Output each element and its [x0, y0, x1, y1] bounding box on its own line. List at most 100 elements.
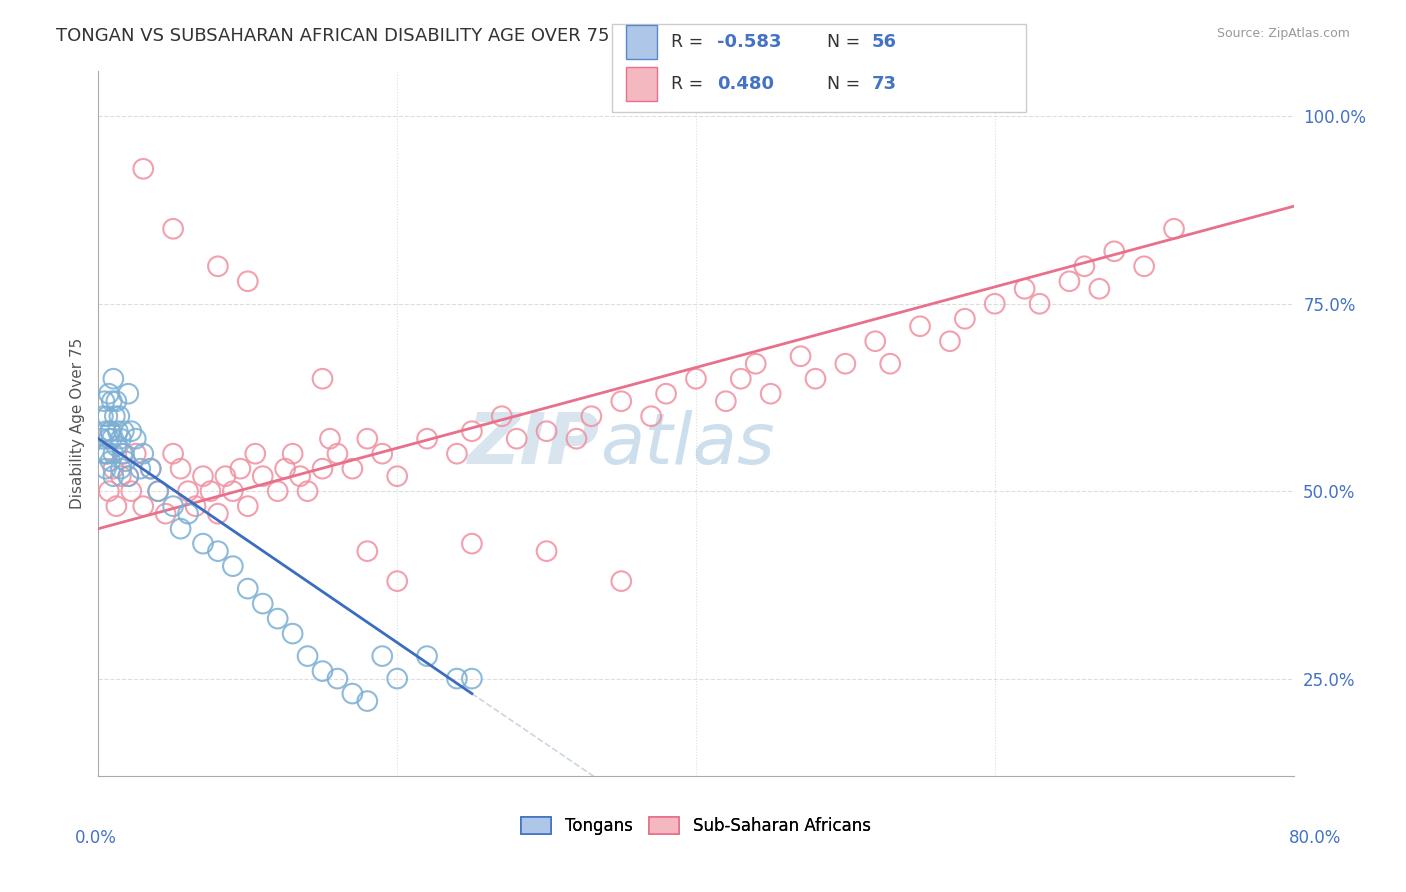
Point — [94, 461, 117, 475]
Text: 0.480: 0.480 — [717, 75, 775, 94]
Point — [148, 484, 170, 499]
Point — [311, 664, 333, 678]
Point — [169, 522, 191, 536]
Point — [326, 672, 349, 686]
Point — [342, 461, 364, 475]
Legend: Tongans, Sub-Saharan Africans: Tongans, Sub-Saharan Africans — [515, 810, 877, 842]
Point — [461, 424, 484, 438]
Point — [105, 394, 128, 409]
Text: 0.0%: 0.0% — [75, 829, 117, 847]
Point — [229, 461, 252, 475]
Point — [610, 394, 633, 409]
Text: 73: 73 — [872, 75, 897, 94]
Point — [96, 409, 118, 424]
Point — [101, 394, 124, 409]
Point — [267, 612, 290, 626]
Point — [104, 409, 127, 424]
Text: 56: 56 — [872, 33, 897, 52]
Y-axis label: Disability Age Over 75: Disability Age Over 75 — [69, 338, 84, 509]
Point — [865, 334, 887, 349]
Point — [117, 469, 139, 483]
Point — [953, 311, 976, 326]
Point — [110, 461, 132, 475]
Text: Source: ZipAtlas.com: Source: ZipAtlas.com — [1216, 27, 1350, 40]
Point — [162, 221, 184, 235]
Point — [536, 544, 558, 558]
Point — [139, 461, 162, 475]
Point — [252, 597, 274, 611]
Point — [640, 409, 662, 424]
Point — [139, 461, 162, 475]
Point — [222, 484, 245, 499]
Text: N =: N = — [827, 75, 866, 94]
Point — [222, 559, 245, 574]
Point — [110, 432, 132, 446]
Point — [107, 424, 129, 438]
Point — [184, 499, 207, 513]
Point — [162, 499, 184, 513]
Point — [461, 536, 484, 550]
Point — [326, 447, 349, 461]
Point — [94, 424, 117, 438]
Point — [132, 161, 155, 176]
Point — [685, 372, 707, 386]
Point — [714, 394, 737, 409]
Point — [103, 461, 125, 475]
Point — [371, 649, 394, 664]
Point — [117, 386, 139, 401]
Point — [385, 672, 409, 686]
Point — [789, 349, 811, 363]
Point — [1163, 221, 1185, 235]
Point — [207, 544, 229, 558]
Point — [236, 582, 259, 596]
Point — [101, 432, 124, 446]
Point — [125, 447, 148, 461]
Point — [371, 447, 394, 461]
Point — [610, 574, 633, 588]
Point — [103, 469, 125, 483]
Point — [297, 484, 319, 499]
Point — [288, 469, 311, 483]
Point — [93, 394, 115, 409]
Point — [207, 260, 229, 274]
Point — [105, 439, 128, 453]
Point — [274, 461, 297, 475]
Point — [446, 672, 468, 686]
Point — [1073, 260, 1095, 274]
Point — [281, 626, 304, 640]
Point — [112, 424, 135, 438]
Text: 80.0%: 80.0% — [1288, 829, 1341, 847]
Point — [132, 447, 155, 461]
Point — [252, 469, 274, 483]
Point — [108, 409, 131, 424]
Point — [1104, 244, 1126, 259]
Point — [94, 447, 117, 461]
Point — [114, 454, 136, 468]
Point — [565, 432, 588, 446]
Point — [311, 372, 333, 386]
Point — [416, 432, 439, 446]
Point — [267, 484, 290, 499]
Text: atlas: atlas — [600, 410, 775, 479]
Point — [236, 274, 259, 288]
Point — [98, 454, 122, 468]
Point — [730, 372, 752, 386]
Point — [745, 357, 768, 371]
Point — [461, 672, 484, 686]
Point — [385, 574, 409, 588]
Point — [879, 357, 901, 371]
Point — [356, 544, 378, 558]
Point — [1088, 282, 1111, 296]
Point — [342, 687, 364, 701]
Point — [356, 432, 378, 446]
Point — [93, 447, 115, 461]
Point — [416, 649, 439, 664]
Point — [311, 461, 333, 475]
Point — [245, 447, 267, 461]
Point — [98, 424, 122, 438]
Text: R =: R = — [671, 75, 709, 94]
Point — [581, 409, 603, 424]
Point — [97, 386, 120, 401]
Point — [169, 461, 191, 475]
Point — [536, 424, 558, 438]
